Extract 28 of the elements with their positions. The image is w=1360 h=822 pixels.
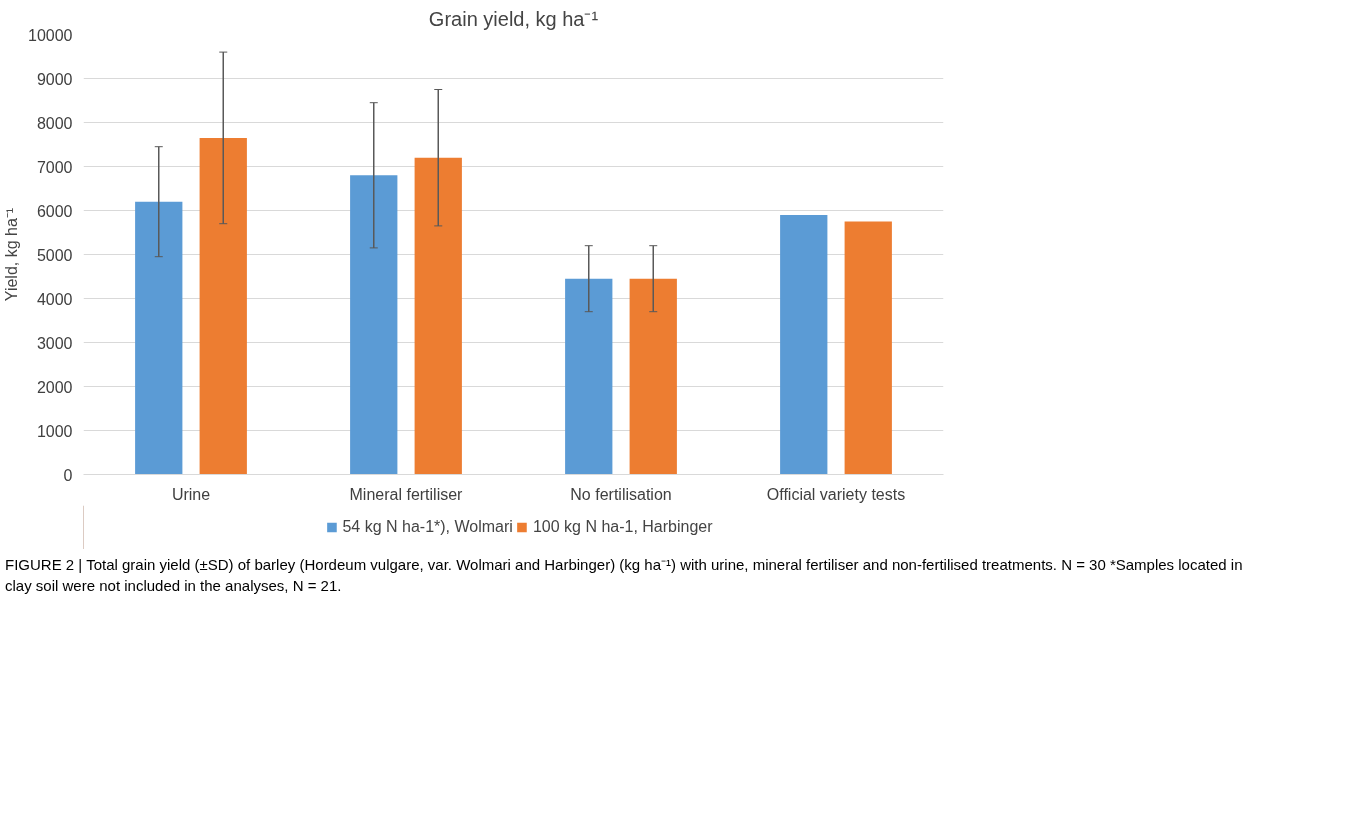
y-tick-label: 0 xyxy=(63,466,73,484)
y-tick-label: 8000 xyxy=(36,114,73,132)
caption: FIGURE 2 | Total grain yield (±SD) of barley (Hordeum vulgare, var. Wolmari and Harbinger) (kg ha⁻¹) with urine, mineral fertiliser and non-fertilised treatments. N = 30 *Samples located in clay soil were not included in the analyses, N = 21. xyxy=(5,555,1244,597)
y-tick-label: 2000 xyxy=(36,378,73,396)
y-tick-label: 5000 xyxy=(36,246,73,264)
bar xyxy=(135,201,183,475)
y-axis-title: Yield, kg ha⁻¹ xyxy=(3,207,21,302)
x-tick-label: Mineral fertiliser xyxy=(349,485,464,503)
x-tick-label: No fertilisation xyxy=(570,485,672,503)
y-tick-label: 10000 xyxy=(28,26,73,44)
y-tick-label: 9000 xyxy=(36,70,73,88)
y-tick-label: 6000 xyxy=(36,202,73,220)
legend-label: 54 kg N ha-1*), Wolmari xyxy=(342,518,513,536)
bar xyxy=(780,214,828,475)
bar xyxy=(414,157,462,475)
chart-title: Grain yield, kg ha⁻¹ xyxy=(428,7,599,30)
x-tick-label: Official variety tests xyxy=(766,485,906,503)
bar xyxy=(844,221,892,475)
legend-label: 100 kg N ha-1, Harbinger xyxy=(532,518,713,536)
bar xyxy=(199,137,247,475)
y-tick-label: 1000 xyxy=(36,422,73,440)
y-tick-label: 7000 xyxy=(36,158,73,176)
bar xyxy=(565,278,613,475)
x-tick-label: Urine xyxy=(171,485,211,503)
y-tick-label: 4000 xyxy=(36,290,73,308)
bar xyxy=(350,175,398,475)
bar xyxy=(629,278,677,475)
y-tick-label: 3000 xyxy=(36,334,73,352)
